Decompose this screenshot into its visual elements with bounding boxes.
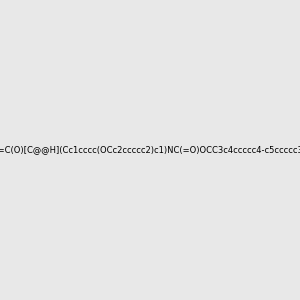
- Text: O=C(O)[C@@H](Cc1cccc(OCc2ccccc2)c1)NC(=O)OCC3c4ccccc4-c5ccccc35: O=C(O)[C@@H](Cc1cccc(OCc2ccccc2)c1)NC(=O…: [0, 146, 300, 154]
